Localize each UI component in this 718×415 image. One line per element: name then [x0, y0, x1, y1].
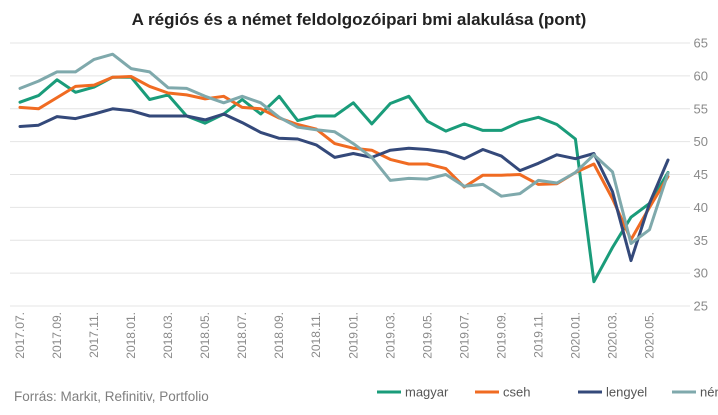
x-tick: 2019.09.: [494, 312, 508, 359]
y-tick-label: 25: [694, 299, 708, 314]
legend-label: cseh: [503, 385, 530, 400]
x-tick: 2019.05.: [420, 312, 434, 359]
x-tick: 2019.11.: [531, 312, 545, 358]
y-tick-label: 50: [694, 134, 708, 149]
x-tick-label: 2020.03.: [605, 312, 619, 359]
x-tick-label: 2019.05.: [420, 312, 434, 359]
x-tick: 2019.01.: [346, 312, 360, 359]
x-tick-label: 2018.01.: [124, 312, 138, 359]
series-line-német: [18, 52, 670, 245]
legend-item-német: német: [672, 385, 718, 400]
x-tick: 2020.01.: [568, 312, 582, 359]
legend-label: német: [700, 385, 718, 400]
y-tick-label: 30: [694, 266, 708, 281]
x-tick-label: 2020.05.: [642, 312, 656, 359]
x-tick-label: 2019.11.: [531, 312, 545, 358]
legend-item-lengyel: lengyel: [578, 385, 647, 400]
legend-item-magyar: magyar: [377, 385, 449, 400]
x-tick: 2018.01.: [124, 312, 138, 359]
x-tick-label: 2018.03.: [161, 312, 175, 359]
x-tick: 2017.09.: [50, 312, 64, 359]
y-tick-label: 45: [694, 167, 708, 182]
x-tick: 2018.09.: [272, 312, 286, 359]
legend-label: magyar: [405, 385, 449, 400]
x-tick-label: 2018.07.: [235, 312, 249, 359]
y-tick-label: 60: [694, 68, 708, 83]
x-tick: 2019.07.: [457, 312, 471, 359]
x-tick: 2018.11.: [309, 312, 323, 358]
x-tick-label: 2019.07.: [457, 312, 471, 359]
x-tick: 2018.03.: [161, 312, 175, 359]
y-tick-label: 35: [694, 233, 708, 248]
x-tick-label: 2017.07.: [13, 312, 27, 359]
x-axis-ticks: 2017.07. 2017.09. 2017.11. 2018.01. 2018.03.…: [13, 312, 656, 359]
x-tick-label: 2018.11.: [309, 312, 323, 358]
x-tick: 2017.07.: [13, 312, 27, 359]
chart-title: A régiós és a német feldolgozóipari bmi …: [131, 10, 587, 29]
x-tick-label: 2020.01.: [568, 312, 582, 359]
x-tick: 2020.03.: [605, 312, 619, 359]
x-tick-label: 2019.01.: [346, 312, 360, 359]
legend: magyar cseh lengyel német: [377, 385, 718, 400]
series-line-lengyel: [18, 107, 670, 263]
series-lines: [18, 52, 670, 284]
y-tick-label: 40: [694, 200, 708, 215]
x-tick-label: 2017.09.: [50, 312, 64, 359]
x-tick: 2020.05.: [642, 312, 656, 359]
y-tick-label: 55: [694, 101, 708, 116]
x-tick: 2018.05.: [198, 312, 212, 359]
y-tick-label: 65: [694, 36, 708, 51]
legend-item-cseh: cseh: [475, 385, 530, 400]
x-tick-label: 2019.03.: [383, 312, 397, 359]
x-tick-label: 2018.09.: [272, 312, 286, 359]
x-tick: 2018.07.: [235, 312, 249, 359]
gridlines: [10, 42, 690, 307]
legend-label: lengyel: [606, 385, 647, 400]
source-note: Forrás: Markit, Refinitiv, Portfolio: [14, 389, 209, 404]
x-tick: 2019.03.: [383, 312, 397, 359]
y-axis-ticks: 25 30 35 40 45 50 55 60 65: [694, 36, 708, 314]
x-tick: 2017.11.: [87, 312, 101, 358]
x-tick-label: 2018.05.: [198, 312, 212, 359]
x-tick-label: 2019.09.: [494, 312, 508, 359]
x-tick-label: 2017.11.: [87, 312, 101, 358]
